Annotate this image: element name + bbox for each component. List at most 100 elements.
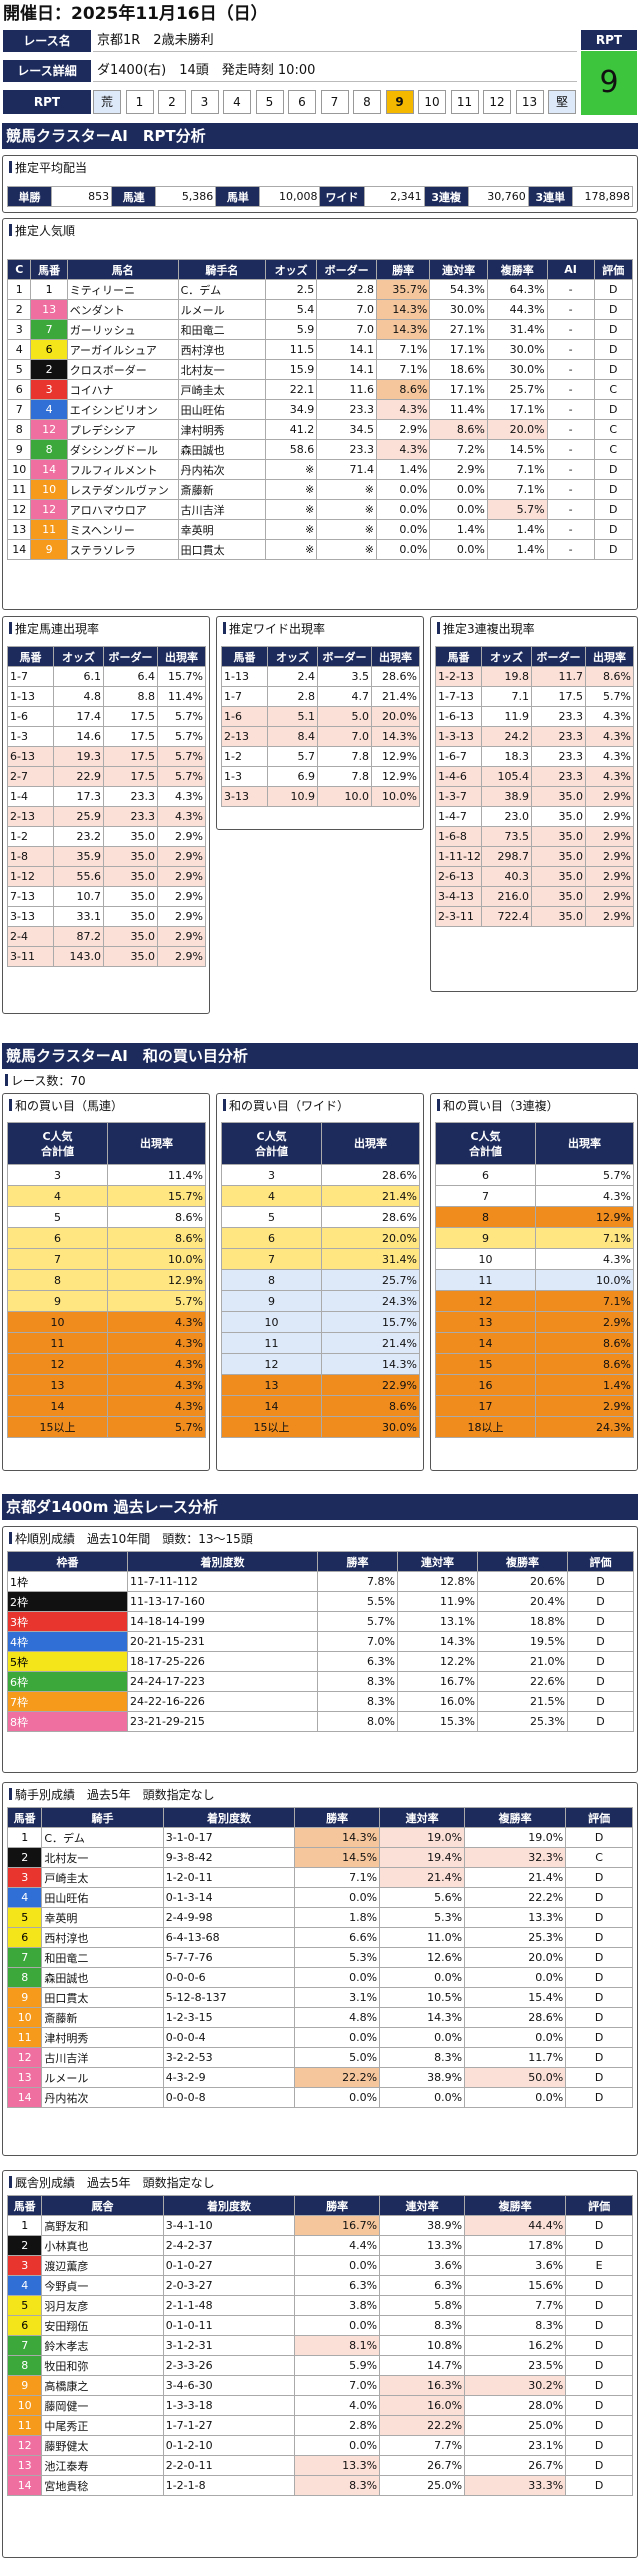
payout-table: 単勝 853 馬連 5,386 馬単 10,008 ワイド 2,341 3連複 30,760 3連単… (6, 186, 634, 207)
quinella-row: 3-13 33.1 35.0 2.9% (7, 906, 206, 927)
wide-cell: 1-13 (221, 666, 268, 687)
pop-cell: 71.4 (316, 459, 377, 480)
quinella-row: 1-7 6.1 6.4 15.7% (7, 666, 206, 687)
trainer-cell: 10 (6, 2395, 43, 2416)
wa-row: 14 8.6% (221, 1395, 420, 1417)
wide-cell: 1-6 (221, 706, 268, 727)
waku-header-row: 枠番 着別度数 勝率 連対率 複勝率 評価 (7, 1551, 634, 1572)
wa-cell: 25.7% (321, 1269, 420, 1291)
quinella-cell: 7-13 (7, 886, 54, 907)
jockey-cell: 1-2-3-15 (162, 2007, 296, 2028)
pop-cell: 11 (30, 519, 68, 540)
quinella-cell: 8.8 (103, 686, 158, 707)
pop-cell: 0.0% (429, 499, 488, 520)
jockey-cell: D (565, 1987, 633, 2008)
pop-cell: D (593, 539, 634, 560)
payout-row: 単勝 853 馬連 5,386 馬単 10,008 ワイド 2,341 3連複 30,760 3連単… (6, 186, 634, 207)
jockey-col-header: 勝率 (294, 1807, 381, 1828)
jockey-row: 12 古川吉洋 3-2-2-53 5.0% 8.3% 11.7% D (6, 2047, 633, 2068)
wide-cell: 10.0 (317, 786, 372, 807)
waku-cell: 16.7% (397, 1671, 478, 1692)
pop-cell: 7.1% (375, 359, 431, 380)
trainer-cell: 2-3-3-26 (162, 2355, 296, 2376)
pop-cell: - (546, 519, 595, 540)
pop-cell: ダシシングドール (66, 439, 179, 460)
rpt-scale-cell: 荒 (93, 90, 121, 114)
quinella-cell: 1-13 (7, 686, 54, 707)
wa-cell: 9 (7, 1290, 108, 1312)
wide-cell: 4.7 (317, 686, 372, 707)
pop-cell: 7.2% (429, 439, 488, 460)
waku-cell: 3枠 (7, 1611, 128, 1632)
trio-cell: 4.3% (585, 706, 634, 727)
quinella-cell: 1-2 (7, 826, 54, 847)
trainer-cell: 2-2-0-11 (162, 2455, 296, 2476)
wa-row: 12 7.1% (435, 1290, 634, 1312)
jockey-cell: 50.0% (464, 2067, 567, 2088)
pop-cell: 2.8 (316, 279, 377, 300)
jockey-cell: 5-7-7-76 (162, 1947, 296, 1968)
wa-cell: 28.6% (321, 1164, 420, 1186)
trainer-cell: D (565, 2235, 633, 2256)
pop-cell: 4 (30, 399, 68, 420)
rpt-scale-cell: 13 (515, 90, 544, 114)
pop-cell: ※ (265, 539, 318, 560)
trainer-cell: 44.4% (464, 2215, 567, 2236)
payout-kind: ワイド (319, 186, 365, 207)
wa-row: 14 8.6% (435, 1332, 634, 1354)
trio-cell: 1-3-7 (435, 786, 482, 807)
trainer-cell: 8.1% (294, 2335, 381, 2356)
wide-title: 推定ワイド出現率 (219, 619, 325, 639)
waku-cell: 5枠 (7, 1651, 128, 1672)
jockey-cell: 3-2-2-53 (162, 2047, 296, 2068)
wide-row: 3-13 10.9 10.0 10.0% (221, 786, 420, 807)
wa-cell: 12.9% (535, 1206, 634, 1228)
pop-cell: D (593, 479, 634, 500)
jockey-cell: 28.6% (464, 2007, 567, 2028)
quinella-cell: 1-3 (7, 726, 54, 747)
jockey-row: 9 田口貫太 5-12-8-137 3.1% 10.5% 15.4% D (6, 1987, 633, 2008)
wa-cell: 22.9% (321, 1374, 420, 1396)
quinella-cell: 6-13 (7, 746, 54, 767)
waku-row: 2枠 11-13-17-160 5.5% 11.9% 20.4% D (7, 1591, 634, 1612)
pop-cell: 58.6 (265, 439, 318, 460)
trio-cell: 35.0 (531, 886, 586, 907)
trainer-cell: D (565, 2375, 633, 2396)
trainer-cell: D (565, 2335, 633, 2356)
jockey-cell: 6.6% (294, 1927, 381, 1948)
quinella-cell: 2.9% (157, 846, 206, 867)
jockey-col-header: 騎手 (41, 1807, 164, 1828)
pop-col-header: 騎手名 (177, 259, 267, 280)
wa-cell: 5.7% (107, 1290, 206, 1312)
waku-cell: 15.3% (397, 1711, 478, 1732)
wa-cell: 8.6% (321, 1395, 420, 1417)
wa-cell: 4.3% (107, 1311, 206, 1333)
trainer-cell: D (565, 2295, 633, 2316)
pop-cell: クロスボーダー (66, 359, 179, 380)
jockey-col-header: 着別度数 (162, 1807, 296, 1828)
pop-cell: 30.0% (486, 339, 548, 360)
wa-cell: 14 (7, 1395, 108, 1417)
rpt-scale-cell: 堅 (548, 90, 576, 114)
quinella-cell: 87.2 (53, 926, 104, 947)
jockey-cell: 1-2-0-11 (162, 1867, 296, 1888)
wa-cell: 7 (435, 1185, 536, 1207)
jockey-cell: 19.0% (464, 1827, 567, 1848)
quinella-cell: 2-7 (7, 766, 54, 787)
trio-row: 1-6-7 18.3 23.3 4.3% (435, 746, 634, 767)
waku-col-header: 連対率 (397, 1551, 478, 1572)
wa-cell: 17 (435, 1395, 536, 1417)
trainer-cell: 8.3% (464, 2315, 567, 2336)
pop-cell: 北村友一 (177, 359, 267, 380)
jockey-col-header: 評価 (565, 1807, 633, 1828)
trio-header-row: 馬番 オッズ ボーダー 出現率 (435, 646, 634, 667)
jockey-row: 3 戸崎圭太 1-2-0-11 7.1% 21.4% 21.4% D (6, 1867, 633, 1888)
trainer-cell: 26.7% (464, 2455, 567, 2476)
quinella-cell: 15.7% (157, 666, 206, 687)
wa-col-header: C人気 合計値 (435, 1122, 536, 1165)
trio-cell: 1-3-13 (435, 726, 482, 747)
pop-cell: 7 (30, 319, 68, 340)
pop-cell: 7 (6, 399, 32, 420)
wa-cell: 7.1% (535, 1227, 634, 1249)
wa-header-row: C人気 合計値 出現率 (221, 1122, 420, 1165)
